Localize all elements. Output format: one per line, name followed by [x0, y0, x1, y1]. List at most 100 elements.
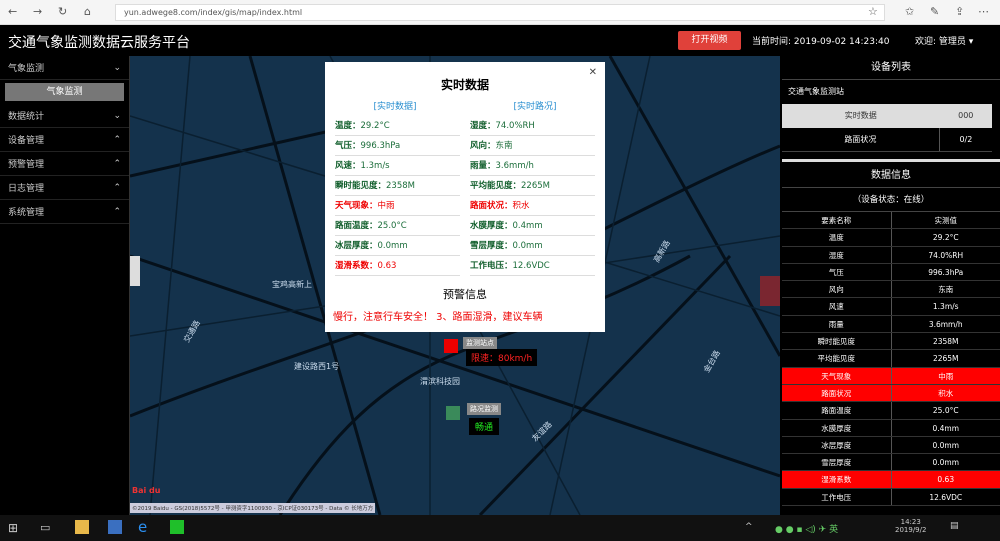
device-code: 000 — [958, 111, 974, 120]
field-value: 25.0°C — [377, 221, 407, 231]
field-label: 工作电压： — [470, 261, 513, 271]
field-label: 气压： — [335, 141, 361, 151]
device-list-title: 设备列表 — [782, 56, 1000, 80]
row-value: 2265M — [932, 354, 959, 364]
device-row[interactable]: 路面状况 0/2 — [782, 128, 992, 152]
app-icon[interactable] — [108, 520, 122, 534]
road-marker-icon[interactable] — [446, 406, 460, 420]
sidebar-item-label: 日志管理 — [8, 184, 45, 194]
row-value: 74.0%RH — [928, 250, 964, 260]
address-bar[interactable]: yun.adwege8.com/index/gis/map/index.html — [115, 4, 885, 21]
field-value: 3.6mm/h — [495, 161, 534, 171]
field-value: 0.0mm — [512, 241, 543, 251]
clock-date: 2019/9/2 — [895, 526, 927, 534]
edge-icon[interactable]: e — [138, 518, 148, 536]
field-value: 2358M — [386, 181, 415, 191]
sidebar-item-devices[interactable]: 设备管理 ⌃ — [0, 128, 129, 152]
device-row[interactable]: 实时数据 000 — [782, 104, 992, 128]
road-station-label: 路况监测 — [467, 403, 501, 415]
field-label: 天气现象： — [335, 201, 378, 211]
tray-icons[interactable]: ● ● ▪ ◁) ✈ 英 — [775, 525, 839, 535]
data-field: 温度：29.2°C — [335, 116, 460, 136]
table-row: 温度 29.2°C — [782, 229, 1000, 247]
field-label: 风速： — [335, 161, 361, 171]
sidebar-item-label: 预警管理 — [8, 160, 45, 170]
sidebar-item-alerts[interactable]: 预警管理 ⌃ — [0, 152, 129, 176]
row-name: 路面状况 — [782, 384, 892, 402]
file-explorer-icon[interactable] — [75, 520, 89, 534]
field-value: 29.2°C — [360, 121, 390, 131]
data-field: 冰层厚度：0.0mm — [335, 236, 460, 256]
station-marker-icon[interactable] — [444, 339, 458, 353]
data-field: 风速：1.3m/s — [335, 156, 460, 176]
app-header: 交通气象监测数据云服务平台 打开视频 当前时间: 2019-09-02 14:2… — [0, 25, 1000, 56]
map-label: 宝鸡高新上 — [272, 280, 312, 289]
table-row: 雨量 3.6mm/h — [782, 315, 1000, 334]
data-field: 平均能见度：2265M — [470, 176, 595, 196]
close-icon[interactable]: ✕ — [588, 67, 597, 78]
table-row: 风向 东南 — [782, 281, 1000, 299]
sidebar-item-label: 数据统计 — [8, 112, 45, 122]
refresh-icon[interactable]: ↻ — [58, 5, 68, 18]
notification-icon[interactable]: ▤ — [950, 521, 959, 531]
data-field: 天气现象：中雨 — [335, 196, 460, 216]
map-label: 建设路西1号 — [294, 362, 340, 371]
clock[interactable]: 14:23 2019/9/2 — [895, 518, 926, 534]
favorite-icon[interactable]: ☆ — [868, 5, 878, 18]
table-row: 路面状况 积水 — [782, 384, 1000, 403]
forward-icon[interactable]: → — [33, 5, 43, 18]
map-label: 渭滨科技园 — [420, 377, 460, 386]
chevron-down-icon: ⌄ — [113, 110, 121, 121]
row-value: 0.63 — [937, 475, 955, 485]
share-icon[interactable]: ⇪ — [955, 5, 965, 18]
realtime-data-popup: ✕ 实时数据 [实时数据] [实时路况] 温度：29.2°C 湿度：74.0%RH 气… — [325, 62, 605, 332]
row-value: 中雨 — [938, 371, 954, 381]
table-row: 水膜厚度 0.4mm — [782, 419, 1000, 437]
field-value: 东南 — [495, 141, 513, 151]
field-label: 瞬时能见度： — [335, 181, 387, 191]
browser-toolbar: ← → ↻ ⌂ yun.adwege8.com/index/gis/map/in… — [0, 0, 1000, 25]
row-value: 1.3m/s — [932, 302, 959, 312]
chevron-up-icon: ⌃ — [113, 206, 121, 217]
tab-realtime-traffic[interactable]: [实时路况] — [513, 102, 557, 112]
field-value: 12.6VDC — [512, 261, 550, 271]
sidebar-subitem-monitoring[interactable]: 气象监测 — [5, 83, 124, 101]
sidebar-item-system[interactable]: 系统管理 ⌃ — [0, 200, 129, 224]
task-view-icon[interactable]: ▭ — [40, 521, 51, 534]
wechat-icon[interactable] — [170, 520, 184, 534]
table-row: 风速 1.3m/s — [782, 298, 1000, 316]
field-label: 路面状况： — [470, 201, 513, 211]
station-name-label: 监测站点 — [463, 337, 497, 349]
row-name: 风速 — [782, 298, 892, 315]
sidebar-item-logs[interactable]: 日志管理 ⌃ — [0, 176, 129, 200]
sidebar-item-monitoring[interactable]: 气象监测 ⌄ — [0, 56, 129, 80]
row-name: 湿滑系数 — [782, 471, 892, 488]
sidebar-item-statistics[interactable]: 数据统计 ⌄ — [0, 104, 129, 128]
row-value: 25.0°C — [932, 406, 959, 416]
row-value: 积水 — [938, 388, 954, 398]
current-time: 当前时间: 2019-09-02 14:23:40 — [752, 37, 890, 47]
windows-start-icon[interactable]: ⊞ — [8, 521, 19, 535]
tab-realtime-data[interactable]: [实时数据] — [373, 102, 417, 112]
row-name: 冰层厚度 — [782, 436, 892, 454]
field-value: 中雨 — [377, 201, 395, 211]
traffic-status-label: 畅通 — [469, 418, 500, 435]
field-value: 0.0mm — [377, 241, 408, 251]
field-value: 1.3m/s — [360, 161, 390, 171]
field-label: 风向： — [470, 141, 496, 151]
notes-icon[interactable]: ✎ — [930, 5, 940, 18]
user-menu[interactable]: 欢迎: 管理员 ▾ — [915, 37, 974, 47]
back-icon[interactable]: ← — [8, 5, 18, 18]
open-video-button[interactable]: 打开视频 — [678, 31, 741, 50]
more-icon[interactable]: ⋯ — [978, 5, 989, 18]
table-row: 湿滑系数 0.63 — [782, 471, 1000, 489]
tray-chevron-icon[interactable]: ^ — [745, 522, 753, 532]
field-label: 雨量： — [470, 161, 496, 171]
field-value: 74.0%RH — [495, 121, 535, 131]
device-group[interactable]: 交通气象监测站 — [788, 87, 844, 96]
row-name: 水膜厚度 — [782, 419, 892, 436]
data-table: 温度 29.2°C 湿度 74.0%RH 气压 996.3hPa 风向 东南 风速 1.3m/s 雨… — [782, 229, 1000, 507]
sidebar-item-label: 气象监测 — [8, 64, 45, 74]
favorites-bar-icon[interactable]: ✩ — [905, 5, 915, 18]
home-icon[interactable]: ⌂ — [84, 5, 91, 18]
